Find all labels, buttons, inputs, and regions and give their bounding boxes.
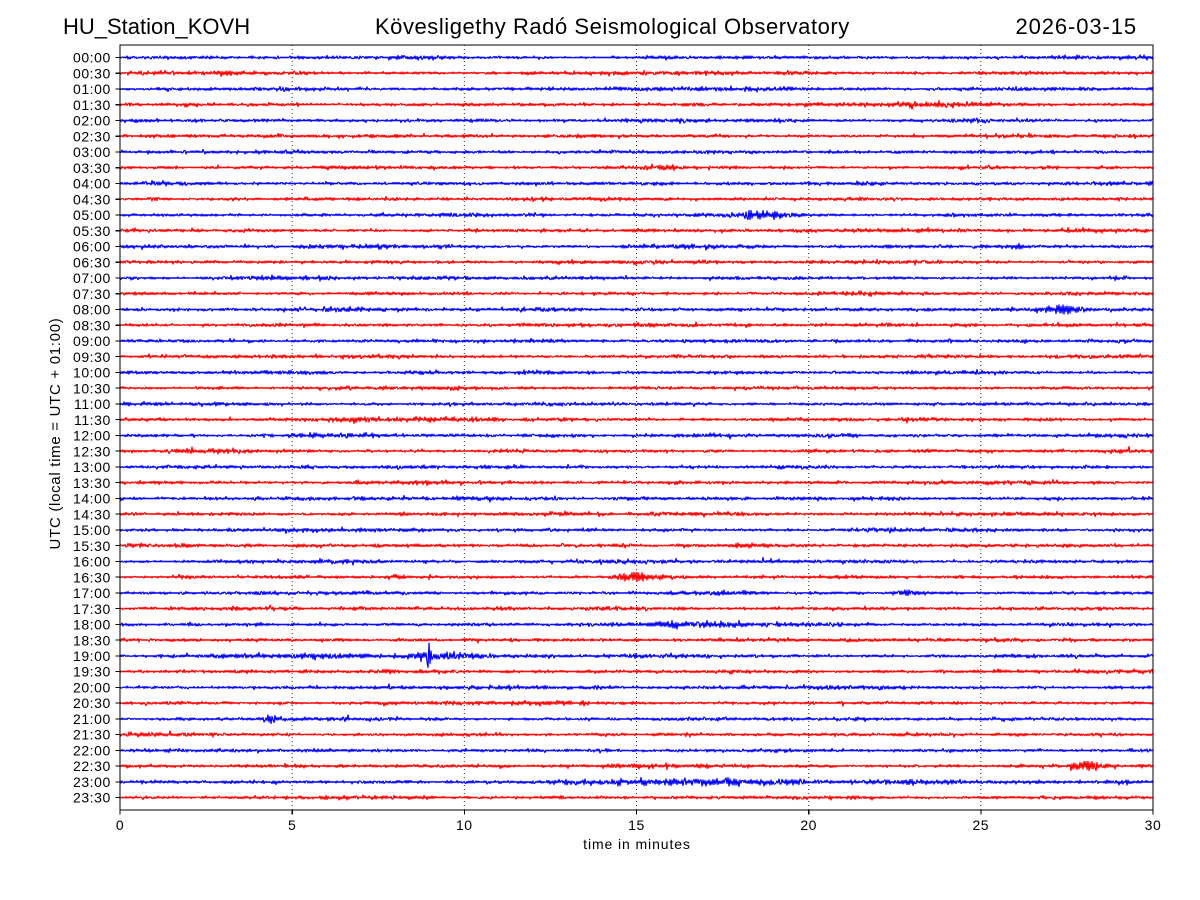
svg-text:UTC (local time = UTC + 01:00): UTC (local time = UTC + 01:00): [47, 318, 64, 550]
svg-text:02:30: 02:30: [73, 128, 111, 144]
svg-text:15:30: 15:30: [73, 538, 111, 554]
svg-text:19:00: 19:00: [73, 648, 111, 664]
svg-text:time in minutes: time in minutes: [583, 836, 691, 852]
svg-text:02:00: 02:00: [73, 113, 111, 129]
svg-text:16:00: 16:00: [73, 554, 111, 570]
svg-text:30: 30: [1145, 817, 1162, 833]
svg-text:18:00: 18:00: [73, 617, 111, 633]
svg-text:00:30: 00:30: [73, 65, 111, 81]
svg-text:5: 5: [288, 817, 296, 833]
svg-text:11:00: 11:00: [74, 396, 111, 412]
svg-text:08:30: 08:30: [73, 317, 111, 333]
svg-text:09:30: 09:30: [73, 349, 111, 365]
svg-text:25: 25: [972, 817, 989, 833]
svg-text:HU_Station_KOVH: HU_Station_KOVH: [63, 14, 250, 39]
svg-text:00:00: 00:00: [73, 50, 111, 66]
svg-text:16:30: 16:30: [73, 569, 111, 585]
svg-text:06:30: 06:30: [73, 254, 111, 270]
svg-text:05:00: 05:00: [73, 207, 111, 223]
svg-text:10:30: 10:30: [73, 380, 111, 396]
svg-text:01:00: 01:00: [73, 81, 111, 97]
svg-text:08:00: 08:00: [73, 302, 111, 318]
svg-text:12:30: 12:30: [73, 443, 111, 459]
svg-text:14:00: 14:00: [73, 491, 111, 507]
svg-text:22:30: 22:30: [73, 758, 111, 774]
svg-text:07:30: 07:30: [73, 286, 111, 302]
svg-text:07:00: 07:00: [73, 270, 111, 286]
svg-text:17:30: 17:30: [73, 601, 111, 617]
svg-text:05:30: 05:30: [73, 223, 111, 239]
svg-text:21:00: 21:00: [73, 711, 111, 727]
svg-text:09:00: 09:00: [73, 333, 111, 349]
svg-text:11:30: 11:30: [74, 412, 111, 428]
svg-text:13:30: 13:30: [73, 475, 111, 491]
svg-text:0: 0: [116, 817, 124, 833]
svg-text:22:00: 22:00: [73, 743, 111, 759]
svg-text:Kövesligethy Radó Seismologica: Kövesligethy Radó Seismological Observat…: [375, 14, 850, 39]
svg-text:04:30: 04:30: [73, 191, 111, 207]
svg-text:20:30: 20:30: [73, 695, 111, 711]
svg-text:12:00: 12:00: [73, 428, 111, 444]
svg-text:01:30: 01:30: [73, 97, 111, 113]
svg-text:15: 15: [628, 817, 645, 833]
svg-text:15:00: 15:00: [73, 522, 111, 538]
svg-text:19:30: 19:30: [73, 664, 111, 680]
svg-text:18:30: 18:30: [73, 632, 111, 648]
svg-text:17:00: 17:00: [73, 585, 111, 601]
svg-text:13:00: 13:00: [73, 459, 111, 475]
svg-text:10:00: 10:00: [73, 365, 111, 381]
svg-text:20:00: 20:00: [73, 680, 111, 696]
svg-text:20: 20: [800, 817, 817, 833]
svg-text:23:30: 23:30: [73, 790, 111, 806]
svg-text:21:30: 21:30: [73, 727, 111, 743]
svg-text:03:00: 03:00: [73, 144, 111, 160]
svg-text:06:00: 06:00: [73, 239, 111, 255]
svg-text:10: 10: [456, 817, 473, 833]
svg-text:04:00: 04:00: [73, 176, 111, 192]
svg-text:2026-03-15: 2026-03-15: [1015, 14, 1137, 39]
svg-text:03:30: 03:30: [73, 160, 111, 176]
svg-text:14:30: 14:30: [73, 506, 111, 522]
svg-text:23:00: 23:00: [73, 774, 111, 790]
